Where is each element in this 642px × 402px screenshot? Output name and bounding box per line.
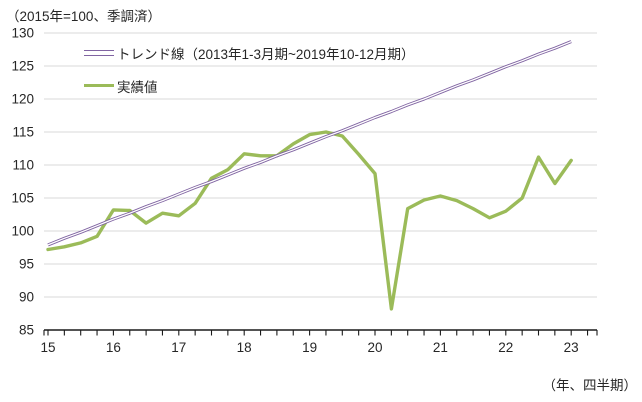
x-tick-label: 22	[498, 340, 513, 355]
legend-item-actual: 実績値	[84, 77, 415, 95]
y-tick-label: 100	[11, 224, 34, 239]
y-tick-label: 105	[11, 191, 34, 206]
y-tick-label: 95	[19, 257, 34, 272]
x-tick-label: 17	[171, 340, 186, 355]
x-tick-label: 18	[237, 340, 252, 355]
x-tick-label: 16	[106, 340, 121, 355]
x-tick-label: 20	[367, 340, 382, 355]
x-axis-note: （年、四半期）	[542, 378, 638, 393]
x-tick-label: 19	[302, 340, 317, 355]
x-tick-label: 15	[40, 340, 55, 355]
unit-note: （2015年=100、季調済）	[6, 9, 161, 24]
y-tick-label: 130	[11, 26, 34, 41]
y-tick-label: 120	[11, 92, 34, 107]
y-tick-label: 110	[12, 158, 34, 173]
actual-legend-label: 実績値	[117, 79, 158, 95]
y-tick-label: 115	[12, 125, 34, 140]
legend: トレンド線（2013年1-3月期~2019年10-12月期） 実績値	[84, 44, 415, 95]
legend-item-trend: トレンド線（2013年1-3月期~2019年10-12月期）	[84, 44, 415, 62]
trend-legend-label: トレンド線（2013年1-3月期~2019年10-12月期）	[117, 46, 415, 62]
x-tick-label: 23	[564, 340, 579, 355]
trend-line-core	[47, 40, 572, 246]
y-tick-label: 85	[19, 323, 34, 338]
y-tick-label: 90	[19, 290, 34, 305]
x-tick-label: 21	[433, 340, 448, 355]
actual-line	[46, 130, 573, 311]
actual-line-swatch	[84, 83, 114, 88]
y-tick-label: 125	[11, 59, 34, 74]
trend-line-swatch	[84, 49, 114, 56]
